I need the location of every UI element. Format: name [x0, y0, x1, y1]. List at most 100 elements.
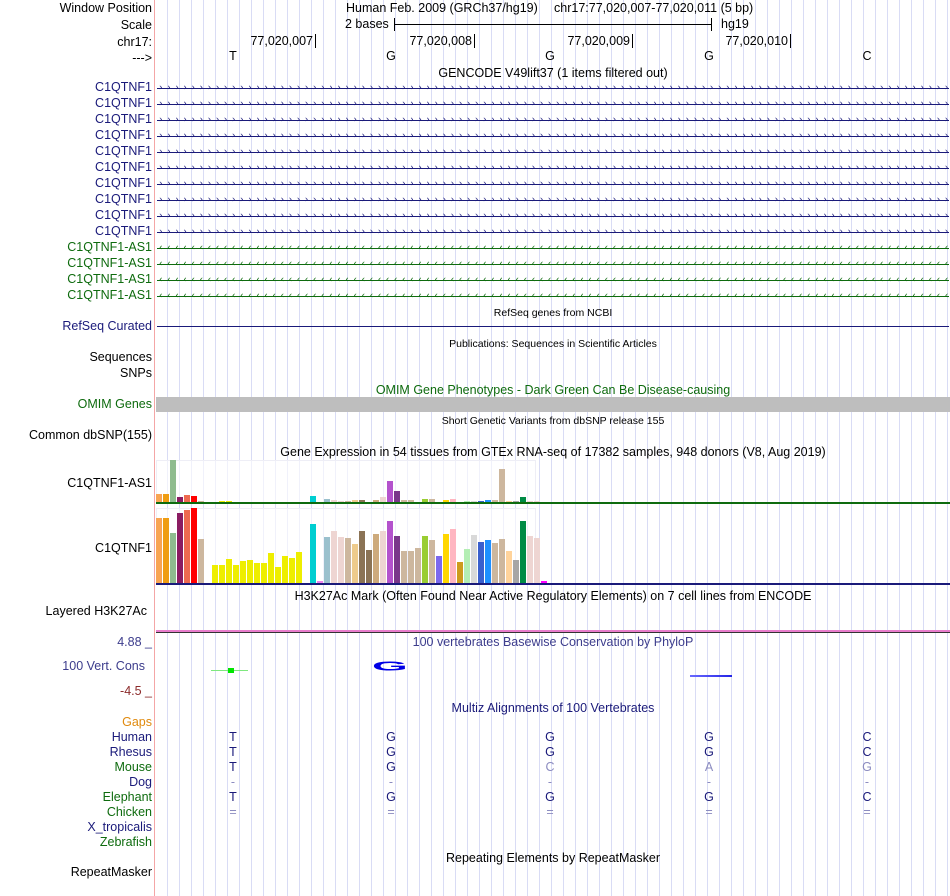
gtex-bar-c1qtnf1[interactable]	[387, 521, 393, 583]
gtex-bar-c1qtnf1[interactable]	[422, 536, 428, 583]
gtex-bar-as1[interactable]	[324, 499, 330, 502]
gtex-bar-as1[interactable]	[394, 491, 400, 502]
gtex-gene-label-as1[interactable]: C1QTNF1-AS1	[67, 476, 152, 490]
gtex-bar-c1qtnf1[interactable]	[247, 560, 253, 583]
gtex-bar-c1qtnf1[interactable]	[296, 552, 302, 583]
gtex-bar-c1qtnf1[interactable]	[506, 551, 512, 583]
gtex-bar-c1qtnf1[interactable]	[520, 521, 526, 583]
gtex-bar-c1qtnf1[interactable]	[184, 510, 190, 583]
gtex-bar-c1qtnf1[interactable]	[352, 544, 358, 583]
gtex-bar-as1[interactable]	[219, 501, 225, 502]
gencode-transcript-label[interactable]: C1QTNF1	[95, 144, 152, 158]
publications-label-snps[interactable]: SNPs	[120, 366, 152, 380]
gtex-bar-c1qtnf1[interactable]	[254, 563, 260, 583]
gencode-transcript-label[interactable]: C1QTNF1-AS1	[67, 256, 152, 270]
gtex-bar-c1qtnf1[interactable]	[338, 537, 344, 583]
gencode-transcript-feature[interactable]: › › › › › › › › › › › › › › › › › › › › › › › › › › › › › › › › › › › › › › › ›…	[157, 148, 949, 157]
gtex-bar-c1qtnf1[interactable]	[177, 513, 183, 583]
gtex-bar-c1qtnf1[interactable]	[499, 539, 505, 583]
gtex-bar-as1[interactable]	[520, 497, 526, 502]
gtex-bar-c1qtnf1[interactable]	[471, 535, 477, 583]
gencode-transcript-feature[interactable]: ‹ ‹ ‹ ‹ ‹ ‹ ‹ ‹ ‹ ‹ ‹ ‹ ‹ ‹ ‹ ‹ ‹ ‹ ‹ ‹ ‹ ‹ ‹ ‹ ‹ ‹ ‹ ‹ ‹ ‹ ‹ ‹ ‹ ‹ ‹ ‹ ‹ ‹ ‹ ‹…	[157, 292, 949, 301]
gtex-bar-c1qtnf1[interactable]	[436, 556, 442, 583]
gtex-bar-as1[interactable]	[156, 494, 162, 502]
multiz-species-label[interactable]: Chicken	[106, 805, 152, 819]
gtex-bar-as1[interactable]	[352, 500, 358, 502]
gtex-bar-c1qtnf1[interactable]	[541, 581, 547, 583]
gtex-bar-c1qtnf1[interactable]	[401, 551, 407, 583]
multiz-species-label[interactable]: X_tropicalis	[87, 820, 152, 834]
gtex-bar-as1[interactable]	[226, 501, 232, 502]
gencode-transcript-label[interactable]: C1QTNF1-AS1	[67, 240, 152, 254]
multiz-species-label[interactable]: Rhesus	[109, 745, 152, 759]
gtex-bar-as1[interactable]	[163, 494, 169, 502]
gtex-bar-c1qtnf1[interactable]	[198, 539, 204, 583]
gtex-bar-c1qtnf1[interactable]	[366, 550, 372, 583]
gtex-bar-as1[interactable]	[450, 499, 456, 502]
multiz-species-label[interactable]: Mouse	[114, 760, 152, 774]
gtex-bar-c1qtnf1[interactable]	[331, 531, 337, 583]
gencode-transcript-feature[interactable]: › › › › › › › › › › › › › › › › › › › › › › › › › › › › › › › › › › › › › › › ›…	[157, 84, 949, 93]
omim-gene-bar[interactable]	[156, 397, 950, 412]
gtex-bar-c1qtnf1[interactable]	[513, 560, 519, 583]
gencode-transcript-label[interactable]: C1QTNF1	[95, 112, 152, 126]
gtex-bar-c1qtnf1[interactable]	[275, 567, 281, 583]
gencode-transcript-label[interactable]: C1QTNF1	[95, 224, 152, 238]
multiz-species-label[interactable]: Zebrafish	[99, 835, 152, 849]
gtex-bar-as1[interactable]	[310, 496, 316, 502]
repeatmasker-track-label[interactable]: RepeatMasker	[70, 865, 152, 879]
gtex-bar-c1qtnf1[interactable]	[394, 536, 400, 583]
gtex-bar-c1qtnf1[interactable]	[415, 548, 421, 583]
multiz-species-label[interactable]: Dog	[129, 775, 152, 789]
gtex-bar-as1[interactable]	[345, 501, 351, 502]
gtex-bar-c1qtnf1[interactable]	[191, 508, 197, 583]
gtex-bar-as1[interactable]	[387, 481, 393, 502]
gtex-bar-as1[interactable]	[471, 501, 477, 502]
gtex-bar-as1[interactable]	[527, 501, 533, 502]
gencode-transcript-feature[interactable]: › › › › › › › › › › › › › › › › › › › › › › › › › › › › › › › › › › › › › › › ›…	[157, 212, 949, 221]
gtex-bar-c1qtnf1[interactable]	[289, 558, 295, 583]
gtex-bar-as1[interactable]	[485, 500, 491, 502]
gencode-transcript-label[interactable]: C1QTNF1	[95, 96, 152, 110]
gtex-bar-c1qtnf1[interactable]	[156, 518, 162, 583]
gtex-bar-c1qtnf1[interactable]	[324, 537, 330, 583]
refseq-gene-line[interactable]	[157, 326, 949, 327]
gtex-bar-c1qtnf1[interactable]	[443, 534, 449, 583]
gtex-bar-as1[interactable]	[331, 500, 337, 502]
gtex-bar-c1qtnf1[interactable]	[534, 538, 540, 583]
phylop-track-label[interactable]: 100 Vert. Cons	[62, 659, 145, 673]
gtex-bar-c1qtnf1[interactable]	[219, 565, 225, 583]
gtex-bar-c1qtnf1[interactable]	[485, 540, 491, 583]
gtex-gene-label-c1qtnf1[interactable]: C1QTNF1	[95, 541, 152, 555]
gtex-bar-as1[interactable]	[401, 500, 407, 502]
multiz-gaps-label[interactable]: Gaps	[122, 715, 152, 729]
gtex-bar-as1[interactable]	[359, 500, 365, 502]
gtex-bar-as1[interactable]	[492, 500, 498, 502]
gtex-bar-as1[interactable]	[170, 460, 176, 502]
gencode-transcript-feature[interactable]: ‹ ‹ ‹ ‹ ‹ ‹ ‹ ‹ ‹ ‹ ‹ ‹ ‹ ‹ ‹ ‹ ‹ ‹ ‹ ‹ ‹ ‹ ‹ ‹ ‹ ‹ ‹ ‹ ‹ ‹ ‹ ‹ ‹ ‹ ‹ ‹ ‹ ‹ ‹ ‹…	[157, 276, 949, 285]
gencode-transcript-feature[interactable]: › › › › › › › › › › › › › › › › › › › › › › › › › › › › › › › › › › › › › › › ›…	[157, 196, 949, 205]
gtex-bar-as1[interactable]	[338, 501, 344, 502]
gtex-bar-as1[interactable]	[499, 469, 505, 502]
gencode-transcript-feature[interactable]: › › › › › › › › › › › › › › › › › › › › › › › › › › › › › › › › › › › › › › › ›…	[157, 228, 949, 237]
gtex-bar-c1qtnf1[interactable]	[359, 531, 365, 583]
refseq-track-label[interactable]: RefSeq Curated	[62, 319, 152, 333]
gtex-bar-c1qtnf1[interactable]	[317, 581, 323, 583]
gtex-bar-c1qtnf1[interactable]	[527, 536, 533, 583]
gencode-transcript-label[interactable]: C1QTNF1-AS1	[67, 288, 152, 302]
gtex-bar-c1qtnf1[interactable]	[373, 534, 379, 583]
gtex-bar-as1[interactable]	[177, 497, 183, 502]
gtex-bar-c1qtnf1[interactable]	[345, 538, 351, 583]
gtex-bar-c1qtnf1[interactable]	[212, 565, 218, 583]
gtex-bar-c1qtnf1[interactable]	[310, 524, 316, 583]
h3k27ac-track-label[interactable]: Layered H3K27Ac	[45, 604, 147, 618]
gtex-bar-as1[interactable]	[184, 495, 190, 502]
multiz-species-label[interactable]: Elephant	[102, 790, 152, 804]
dbsnp-track-label[interactable]: Common dbSNP(155)	[29, 428, 152, 442]
gtex-bar-as1[interactable]	[373, 500, 379, 502]
gencode-transcript-label[interactable]: C1QTNF1	[95, 128, 152, 142]
omim-track-label[interactable]: OMIM Genes	[77, 397, 152, 411]
gtex-bar-as1[interactable]	[198, 501, 204, 502]
gtex-bar-as1[interactable]	[506, 501, 512, 502]
gtex-bar-c1qtnf1[interactable]	[408, 551, 414, 583]
